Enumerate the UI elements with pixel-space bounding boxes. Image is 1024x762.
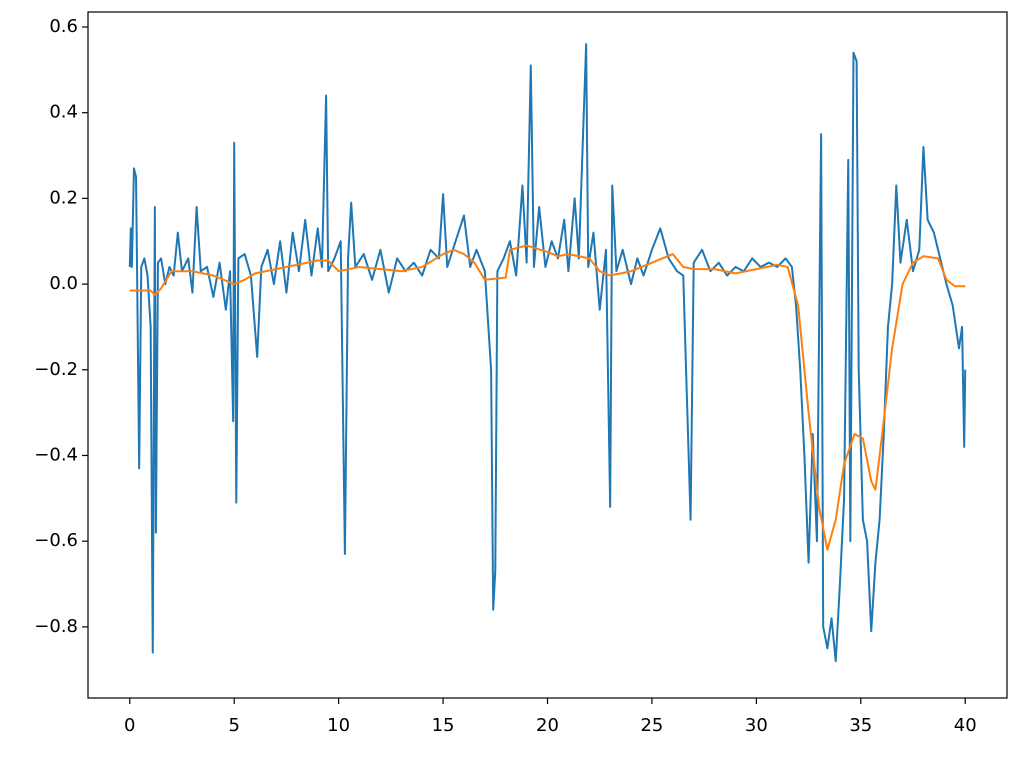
x-tick-label: 20 (536, 715, 559, 736)
y-tick-label: 0.2 (49, 187, 78, 208)
x-tick-label: 35 (849, 715, 872, 736)
x-tick-label: 0 (124, 715, 135, 736)
x-tick-label: 40 (954, 715, 977, 736)
x-tick-label: 25 (640, 715, 663, 736)
x-tick-label: 15 (432, 715, 455, 736)
y-tick-label: −0.8 (34, 616, 78, 637)
x-tick-label: 5 (228, 715, 239, 736)
series-line (128, 43, 967, 663)
y-tick-label: −0.2 (34, 359, 78, 380)
y-tick-label: −0.4 (34, 444, 78, 465)
y-tick-label: 0.4 (49, 102, 78, 123)
y-tick-label: 0.6 (49, 16, 78, 37)
y-tick-label: −0.6 (34, 530, 78, 551)
x-tick-label: 10 (327, 715, 350, 736)
y-tick-label: 0.0 (49, 273, 78, 294)
series-line (129, 244, 966, 551)
x-tick-label: 30 (745, 715, 768, 736)
plot-frame (87, 11, 1008, 699)
